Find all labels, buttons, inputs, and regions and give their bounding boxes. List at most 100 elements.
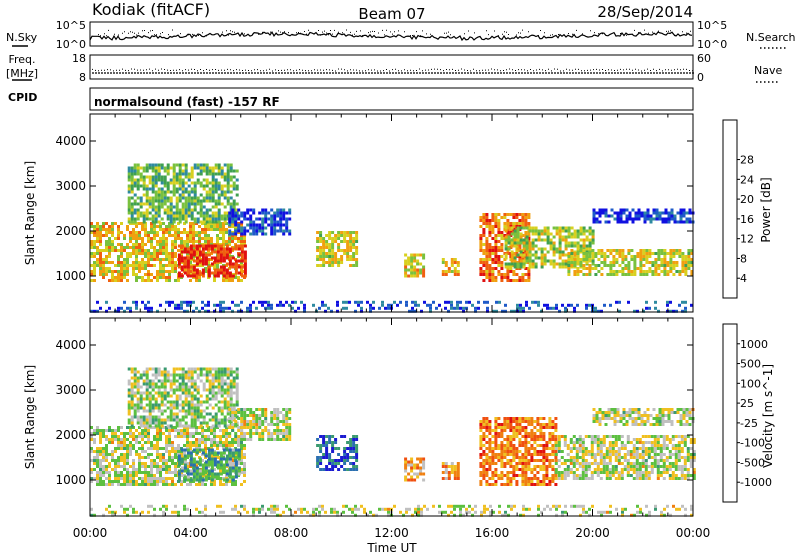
heatmap-cell: [169, 409, 173, 413]
heatmap-cell: [127, 211, 131, 215]
heatmap-cell: [127, 382, 131, 386]
heatmap-cell: [270, 417, 274, 420]
heatmap-cell: [90, 279, 93, 282]
heatmap-cell: [216, 228, 219, 231]
heatmap-cell: [120, 432, 123, 435]
heatmap-cell: [135, 441, 138, 444]
heatmap-cell: [156, 453, 159, 456]
heatmap-cell: [184, 217, 188, 221]
heatmap-cell: [316, 465, 320, 468]
heatmap-cell: [494, 420, 498, 423]
heatmap-cell: [171, 252, 174, 255]
heatmap-cell: [651, 273, 655, 276]
heatmap-cell: [154, 175, 158, 179]
heatmap-cell: [585, 229, 589, 233]
heatmap-cell: [288, 438, 292, 441]
heatmap-cell: [528, 259, 532, 263]
heatmap-cell: [192, 472, 196, 476]
colorbar-tick-label: 12: [740, 233, 754, 246]
heatmap-cell: [178, 199, 182, 203]
heatmap-cell: [321, 303, 324, 307]
heatmap-cell: [494, 444, 498, 447]
heatmap-cell: [690, 258, 694, 261]
heatmap-cell: [570, 235, 574, 239]
heatmap-cell: [482, 222, 486, 225]
heatmap-cell: [96, 228, 99, 231]
heatmap-cell: [524, 216, 528, 219]
heatmap-cell: [136, 403, 140, 407]
heatmap-cell: [201, 472, 205, 476]
heatmap-cell: [190, 376, 194, 380]
heatmap-cell: [231, 466, 235, 470]
heatmap-cell: [174, 264, 177, 267]
heatmap-cell: [190, 187, 194, 191]
heatmap-cell: [494, 246, 498, 249]
heatmap-cell: [187, 376, 191, 380]
heatmap-cell: [479, 270, 483, 273]
heatmap-cell: [201, 441, 204, 444]
heatmap-cell: [567, 267, 571, 270]
heatmap-cell: [510, 253, 514, 257]
heatmap-cell: [527, 216, 531, 219]
heatmap-cell: [328, 264, 332, 267]
heatmap-cell: [237, 411, 241, 414]
heatmap-cell: [325, 450, 329, 453]
heatmap-cell: [419, 271, 423, 275]
heatmap-cell: [519, 306, 522, 310]
heatmap-cell: [261, 211, 265, 215]
heatmap-cell: [141, 249, 144, 252]
heatmap-cell: [494, 441, 498, 444]
heatmap-cell: [663, 255, 667, 258]
heatmap-cell: [228, 457, 232, 461]
heatmap-cell: [669, 252, 673, 255]
heatmap-cell: [226, 376, 230, 380]
heatmap-cell: [216, 250, 220, 254]
heatmap-cell: [202, 199, 206, 203]
heatmap-cell: [675, 261, 679, 264]
heatmap-cell: [322, 252, 326, 255]
heatmap-cell: [228, 256, 232, 260]
heatmap-cell: [552, 235, 556, 239]
heatmap-cell: [123, 459, 126, 462]
heatmap-cell: [135, 438, 138, 441]
heatmap-cell: [509, 270, 513, 273]
heatmap-cell: [147, 306, 150, 310]
heatmap-cell: [135, 471, 138, 474]
heatmap-cell: [582, 244, 586, 248]
heatmap-cell: [497, 240, 501, 243]
heatmap-cell: [220, 202, 224, 206]
heatmap-cell: [279, 211, 283, 215]
heatmap-cell: [592, 220, 596, 224]
heatmap-cell: [138, 276, 141, 279]
heatmap-cell: [540, 238, 544, 242]
heatmap-cell: [652, 211, 656, 215]
heatmap-cell: [150, 453, 153, 456]
heatmap-cell: [528, 244, 532, 248]
heatmap-cell: [184, 400, 188, 404]
heatmap-cell: [319, 246, 323, 249]
heatmap-cell: [136, 421, 140, 425]
heatmap-cell: [186, 309, 189, 313]
heatmap-cell: [546, 241, 550, 245]
heatmap-cell: [150, 459, 153, 462]
heatmap-cell: [258, 432, 262, 435]
heatmap-cell: [441, 471, 445, 474]
heatmap-cell: [337, 246, 341, 249]
heatmap-cell: [276, 438, 280, 441]
heatmap-cell: [232, 385, 236, 389]
heatmap-cell: [183, 243, 186, 246]
heatmap-cell: [226, 166, 230, 170]
heatmap-cell: [147, 279, 150, 282]
heatmap-cell: [255, 223, 259, 227]
colorbar-tick-label: 16: [740, 213, 754, 226]
heatmap-cell: [126, 225, 129, 228]
heatmap-cell: [132, 231, 135, 234]
heatmap-cell: [130, 403, 134, 407]
heatmap-cell: [123, 264, 126, 267]
heatmap-cell: [199, 211, 203, 215]
heatmap-cell: [141, 462, 144, 465]
heatmap-cell: [462, 306, 465, 310]
freq-right-tick-bottom: 0: [697, 71, 704, 84]
heatmap-cell: [93, 456, 96, 459]
